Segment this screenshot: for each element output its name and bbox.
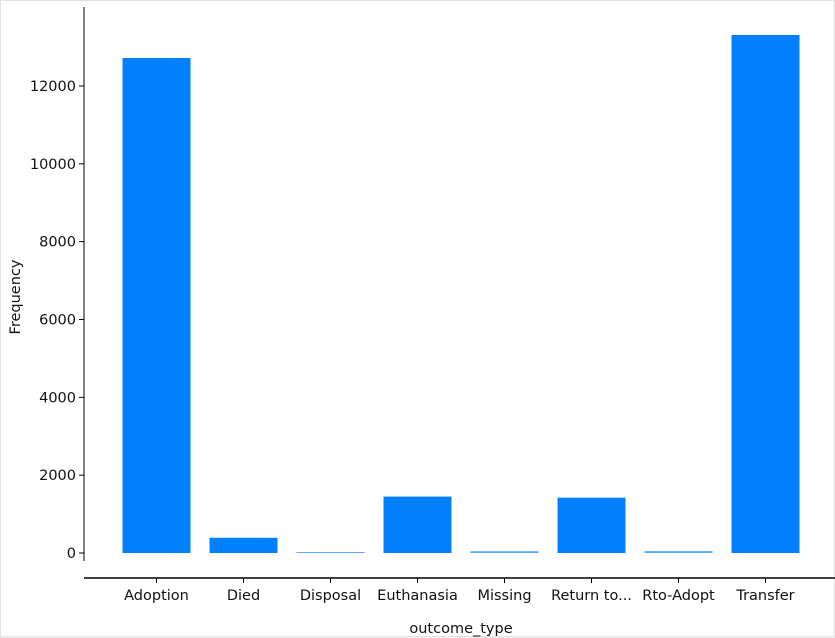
x-tick-label: Missing [477,588,531,604]
bar-return-to [557,497,626,553]
bar-adoption [122,58,191,553]
y-tick-label: 8000 [39,235,76,251]
y-tick-label: 2000 [39,468,76,484]
x-tick-label: Rto-Adopt [642,588,715,604]
y-tick-label: 10000 [30,157,76,173]
bar-died [209,537,278,553]
y-tick-label: 12000 [30,79,76,95]
bar-disposal [296,552,365,553]
bar-missing [470,551,539,553]
x-tick-label: Return to... [551,588,632,604]
bar-rto-adopt [644,551,713,553]
y-tick-label: 0 [67,546,76,562]
x-axis-title: outcome_type [409,621,512,637]
x-tick-label: Transfer [735,588,794,604]
x-tick-label: Disposal [300,588,361,604]
bar-euthanasia [383,496,452,553]
bars-group [122,35,800,553]
x-axis-ticks: Adoption Died Disposal Euthanasia Missing Ret… [124,578,795,604]
y-axis-ticks: 0 2000 4000 6000 8000 10000 12000 [30,79,84,562]
y-tick-label: 4000 [39,390,76,406]
x-tick-label: Adoption [124,588,189,604]
bar-transfer [731,35,800,553]
y-tick-label: 6000 [39,312,76,328]
y-axis-title: Frequency [8,259,24,334]
x-tick-label: Euthanasia [377,588,458,604]
x-tick-label: Died [227,588,260,604]
